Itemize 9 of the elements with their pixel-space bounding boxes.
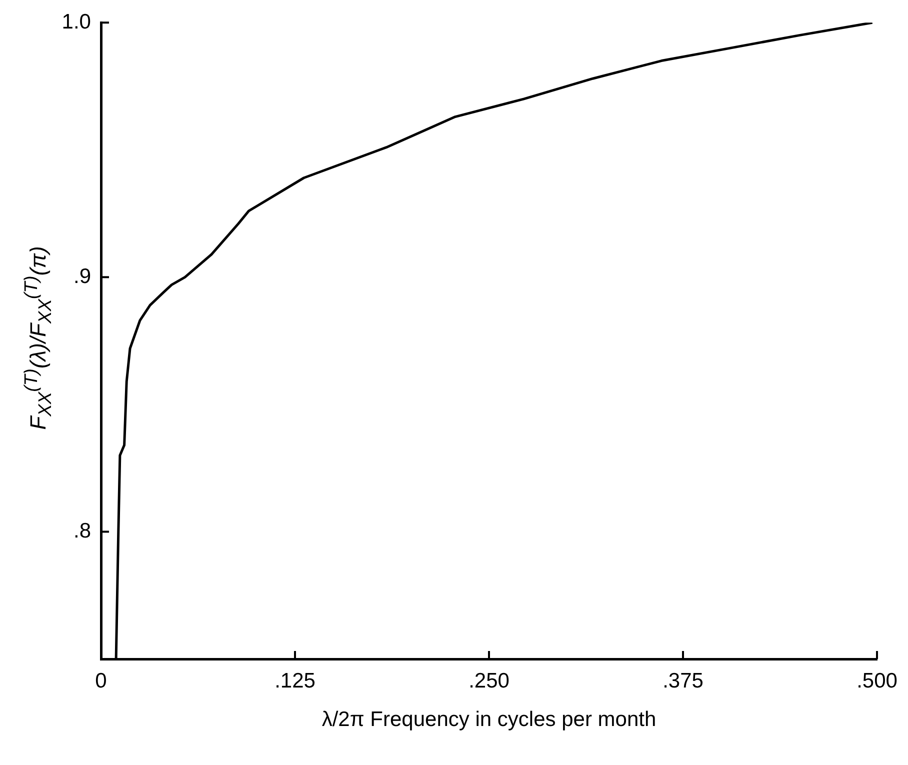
- x-tick-label: .500: [856, 669, 898, 692]
- x-tick-label: .375: [662, 669, 704, 692]
- y-tick-label: .9: [73, 264, 91, 288]
- y-tick-label: 1.0: [62, 10, 91, 34]
- y-tick-label: .8: [73, 520, 91, 543]
- x-tick-label: .125: [274, 669, 316, 692]
- x-axis-title: λ/2π Frequency in cycles per month: [322, 708, 656, 732]
- x-tick-label: .250: [468, 669, 510, 692]
- x-tick-label: 0: [95, 669, 107, 692]
